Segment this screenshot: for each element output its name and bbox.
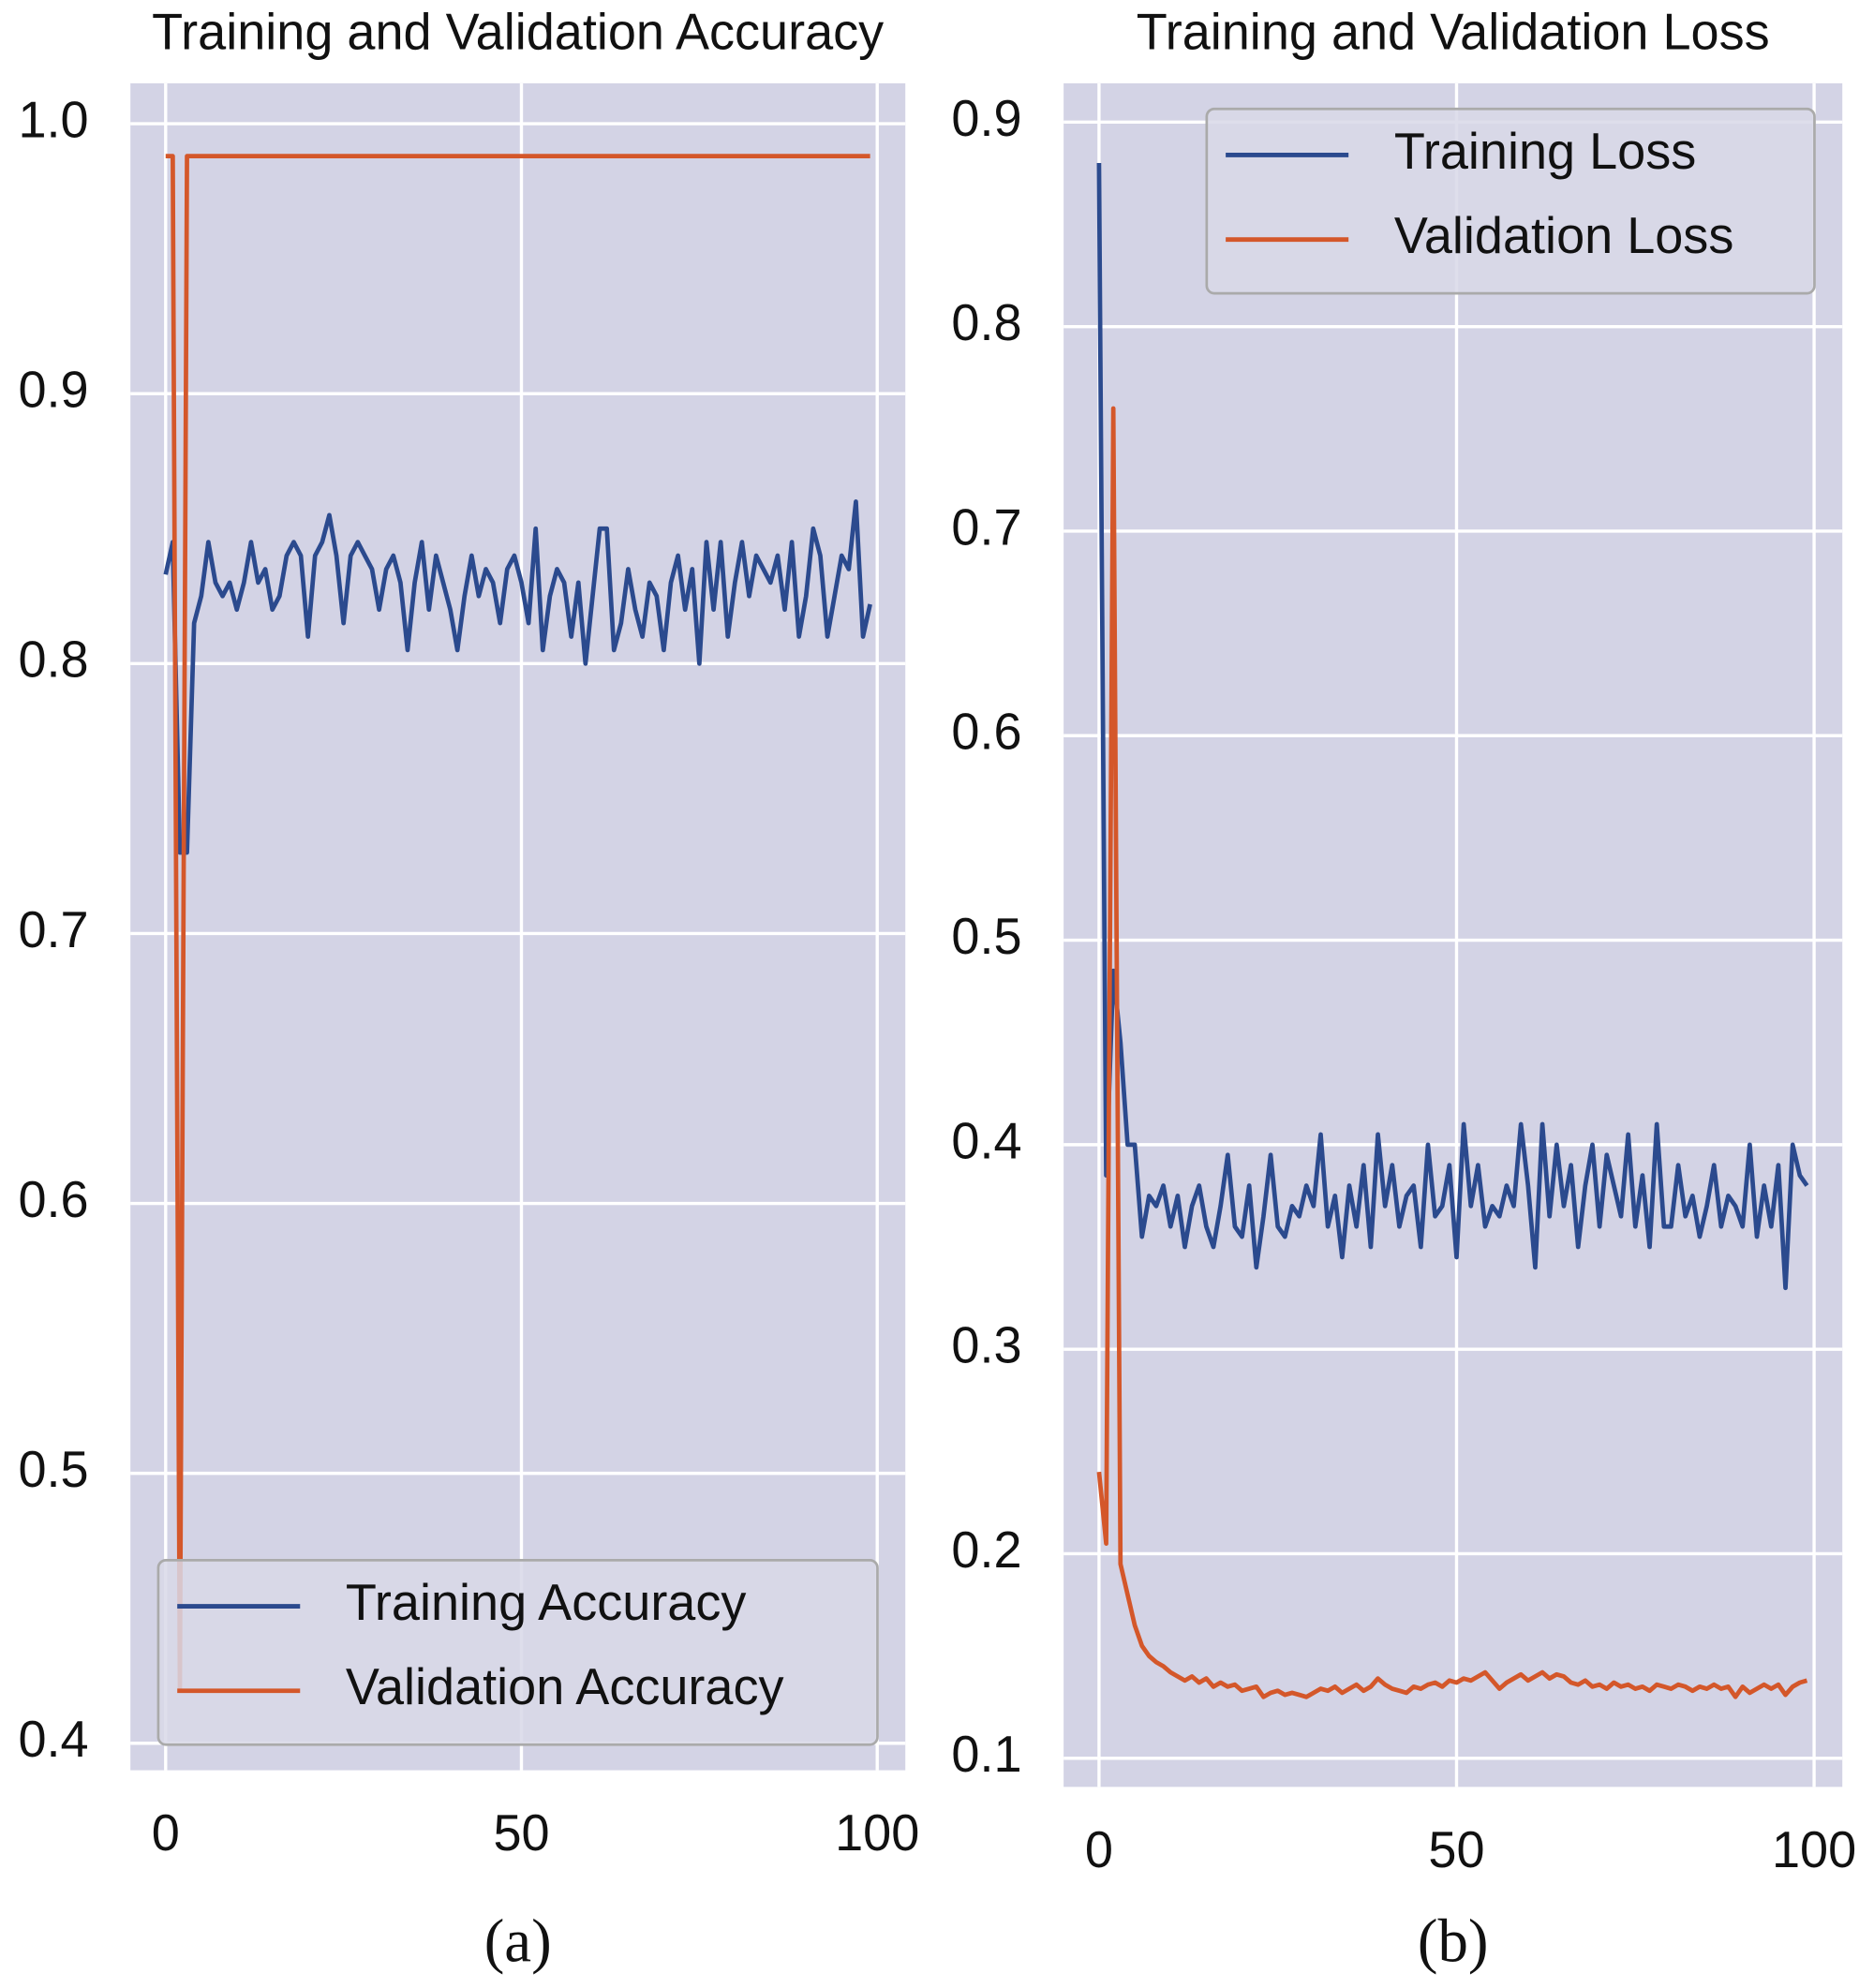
legend-label: Validation Loss bbox=[1394, 207, 1734, 264]
x-tick-label: 100 bbox=[1772, 1821, 1856, 1878]
y-tick-label: 0.6 bbox=[951, 703, 1021, 760]
chart-title: Training and Validation Accuracy bbox=[152, 3, 885, 60]
line-series bbox=[165, 154, 870, 1692]
y-tick-label: 0.7 bbox=[951, 498, 1021, 556]
y-tick-label: 0.7 bbox=[18, 901, 88, 958]
y-tick-label: 0.1 bbox=[951, 1726, 1021, 1783]
y-tick-label: 0.9 bbox=[951, 90, 1021, 147]
chart: 0.4 0.5 0.6 0.7 0.8 0.9 1.0 0 50 100 Training and … bbox=[18, 3, 919, 1862]
y-tick-label: 0.6 bbox=[18, 1171, 88, 1228]
plot-area bbox=[130, 82, 906, 1771]
y-tick-label: 0.8 bbox=[18, 631, 88, 688]
y-tick-label: 0.5 bbox=[18, 1441, 88, 1498]
x-tick-label: 50 bbox=[493, 1804, 549, 1862]
x-tick-label: 0 bbox=[1085, 1821, 1113, 1878]
legend-box bbox=[1205, 107, 1816, 295]
y-tick-label: 0.4 bbox=[18, 1711, 88, 1768]
caption: (b) bbox=[1418, 1907, 1489, 1975]
x-tick-label: 100 bbox=[835, 1804, 919, 1862]
y-tick-label: 0.2 bbox=[951, 1521, 1021, 1579]
y-tick-label: 1.0 bbox=[18, 91, 88, 148]
y-tick-label: 0.8 bbox=[951, 294, 1021, 351]
legend: Training Accuracy Validation Accuracy bbox=[156, 1558, 879, 1746]
y-tick-label: 0.3 bbox=[951, 1316, 1021, 1373]
x-tick-label: 0 bbox=[152, 1804, 180, 1862]
caption: (a) bbox=[484, 1907, 552, 1975]
legend-box bbox=[156, 1558, 879, 1746]
legend-label: Training Loss bbox=[1394, 123, 1696, 180]
x-tick-label: 50 bbox=[1428, 1821, 1484, 1878]
legend-label: Training Accuracy bbox=[346, 1574, 747, 1631]
plot-area bbox=[1063, 82, 1843, 1788]
legend: Training Loss Validation Loss bbox=[1205, 107, 1816, 295]
chart-title: Training and Validation Loss bbox=[1137, 3, 1770, 60]
legend-label: Validation Accuracy bbox=[346, 1658, 784, 1715]
y-tick-label: 0.5 bbox=[951, 908, 1021, 965]
line-series bbox=[163, 499, 872, 855]
y-tick-label: 0.9 bbox=[18, 361, 88, 418]
line-series bbox=[1096, 406, 1808, 1699]
y-tick-label: 0.4 bbox=[951, 1112, 1021, 1169]
chart: 0.1 0.2 0.3 0.4 0.5 0.6 0.7 0.8 0.9 0 50 100 Trainin… bbox=[951, 3, 1856, 1878]
line-series bbox=[1096, 162, 1809, 1291]
